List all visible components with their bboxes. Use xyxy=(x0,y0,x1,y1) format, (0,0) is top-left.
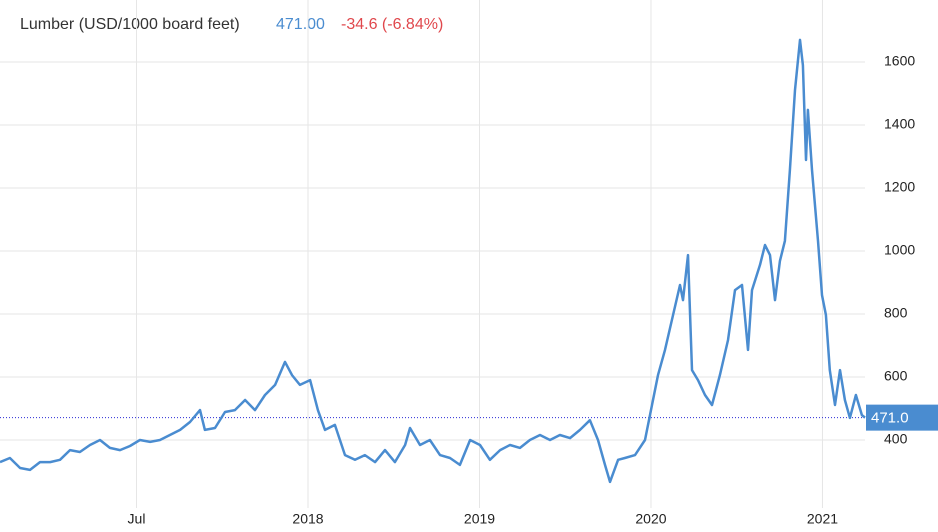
y-tick-label: 400 xyxy=(884,431,908,447)
y-tick-label: 1000 xyxy=(884,242,915,258)
x-tick-label: 2018 xyxy=(292,511,323,527)
x-tick-label: 2020 xyxy=(635,511,666,527)
price-line xyxy=(0,38,866,484)
chart-title: Lumber (USD/1000 board feet) xyxy=(20,16,240,33)
price: 471.00 xyxy=(276,16,325,33)
x-tick-label: 2019 xyxy=(464,511,495,527)
last-value-label: 471.0 xyxy=(871,410,909,427)
x-tick-label: Jul xyxy=(128,511,146,527)
y-tick-label: 1400 xyxy=(884,116,915,132)
y-tick-label: 600 xyxy=(884,368,908,384)
y-tick-label: 800 xyxy=(884,305,908,321)
y-tick-label: 1600 xyxy=(884,53,915,69)
x-tick-label: 2021 xyxy=(807,511,838,527)
change: -34.6 (-6.84%) xyxy=(341,16,443,33)
y-tick-label: 1200 xyxy=(884,179,915,195)
last-value-box xyxy=(866,404,938,431)
